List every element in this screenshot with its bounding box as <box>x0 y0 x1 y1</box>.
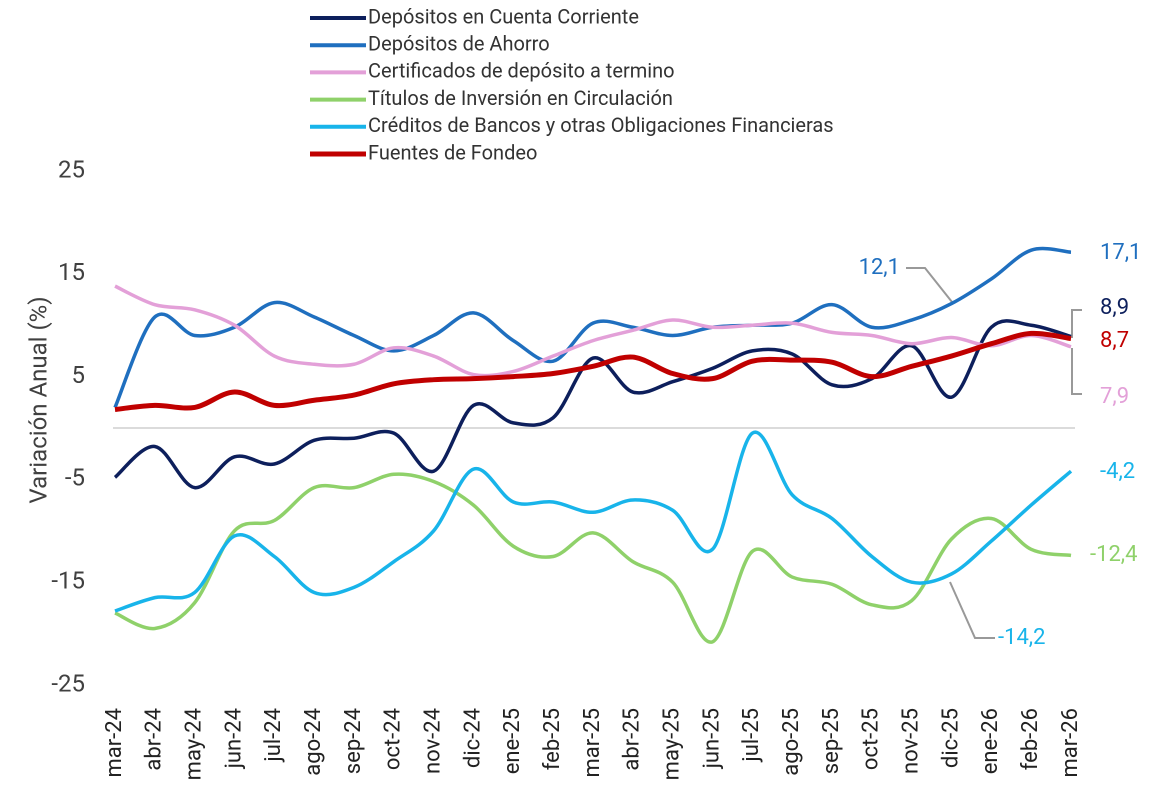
series-line <box>113 246 1072 409</box>
x-tick-label: ago-25 <box>779 708 804 776</box>
value-label: -4,2 <box>1100 459 1135 484</box>
y-tick-label: 5 <box>72 361 86 389</box>
x-tick-label: abr-25 <box>620 708 645 771</box>
x-tick-label: nov-24 <box>420 708 445 774</box>
series-line <box>114 330 1072 412</box>
y-axis-label: Variación Anual (%) <box>24 296 52 503</box>
x-tick-label: sep-25 <box>819 708 844 774</box>
x-tick-label: oct-25 <box>859 708 884 770</box>
x-tick-label: nov-25 <box>898 708 923 774</box>
x-tick-label: feb-26 <box>1018 708 1043 770</box>
x-tick-label: ene-26 <box>978 708 1003 774</box>
x-tick-label: ene-25 <box>500 708 525 774</box>
series-line <box>113 319 1072 490</box>
leader-line <box>906 267 953 303</box>
legend-label: Depósitos en Cuenta Corriente <box>368 4 639 28</box>
y-tick-label: 25 <box>58 155 85 183</box>
value-label: 12,1 <box>859 255 900 280</box>
x-tick-label: oct-24 <box>381 708 406 770</box>
value-label: -14,2 <box>998 625 1046 650</box>
x-tick-label: mar-25 <box>580 708 605 778</box>
x-tick-label: jul-24 <box>261 708 286 763</box>
legend-label: Créditos de Bancos y otras Obligaciones … <box>368 113 834 137</box>
series-line <box>114 284 1072 378</box>
leader-line <box>1071 348 1082 395</box>
x-tick-label: ago-24 <box>301 708 326 776</box>
x-tick-label: dic-25 <box>938 708 963 768</box>
x-tick-label: dic-24 <box>460 708 485 768</box>
leader-line <box>949 581 995 639</box>
x-tick-label: abr-24 <box>142 708 167 771</box>
y-tick-label: -25 <box>51 669 85 697</box>
legend-label: Depósitos de Ahorro <box>368 31 550 55</box>
legend-label: Títulos de Inversión en Circulación <box>368 86 673 110</box>
legend-label: Fuentes de Fondeo <box>368 140 537 164</box>
series-line <box>114 430 1073 613</box>
y-tick-label: 15 <box>58 258 85 286</box>
value-label: 7,9 <box>1100 384 1129 409</box>
y-tick-label: -5 <box>65 464 85 492</box>
leader-lines <box>906 267 1082 639</box>
legend-label: Certificados de depósito a termino <box>368 59 675 83</box>
x-tick-label: jun-24 <box>221 708 246 769</box>
value-label: 17,1 <box>1100 240 1141 265</box>
x-tick-label: jun-25 <box>699 708 724 769</box>
x-tick-label: sep-24 <box>341 708 366 774</box>
x-tick-label: feb-25 <box>540 708 565 770</box>
series-line <box>114 472 1072 644</box>
x-tick-label: mar-26 <box>1058 708 1083 778</box>
y-tick-label: -15 <box>51 567 85 595</box>
x-tick-label: may-25 <box>659 708 684 780</box>
value-label: 8,9 <box>1100 295 1129 320</box>
value-label: 8,7 <box>1100 328 1129 353</box>
x-tick-label: mar-24 <box>102 708 127 778</box>
x-tick-label: may-24 <box>181 708 206 780</box>
value-label: -12,4 <box>1090 542 1138 567</box>
leader-line <box>1071 309 1082 338</box>
x-tick-label: jul-25 <box>739 708 764 763</box>
